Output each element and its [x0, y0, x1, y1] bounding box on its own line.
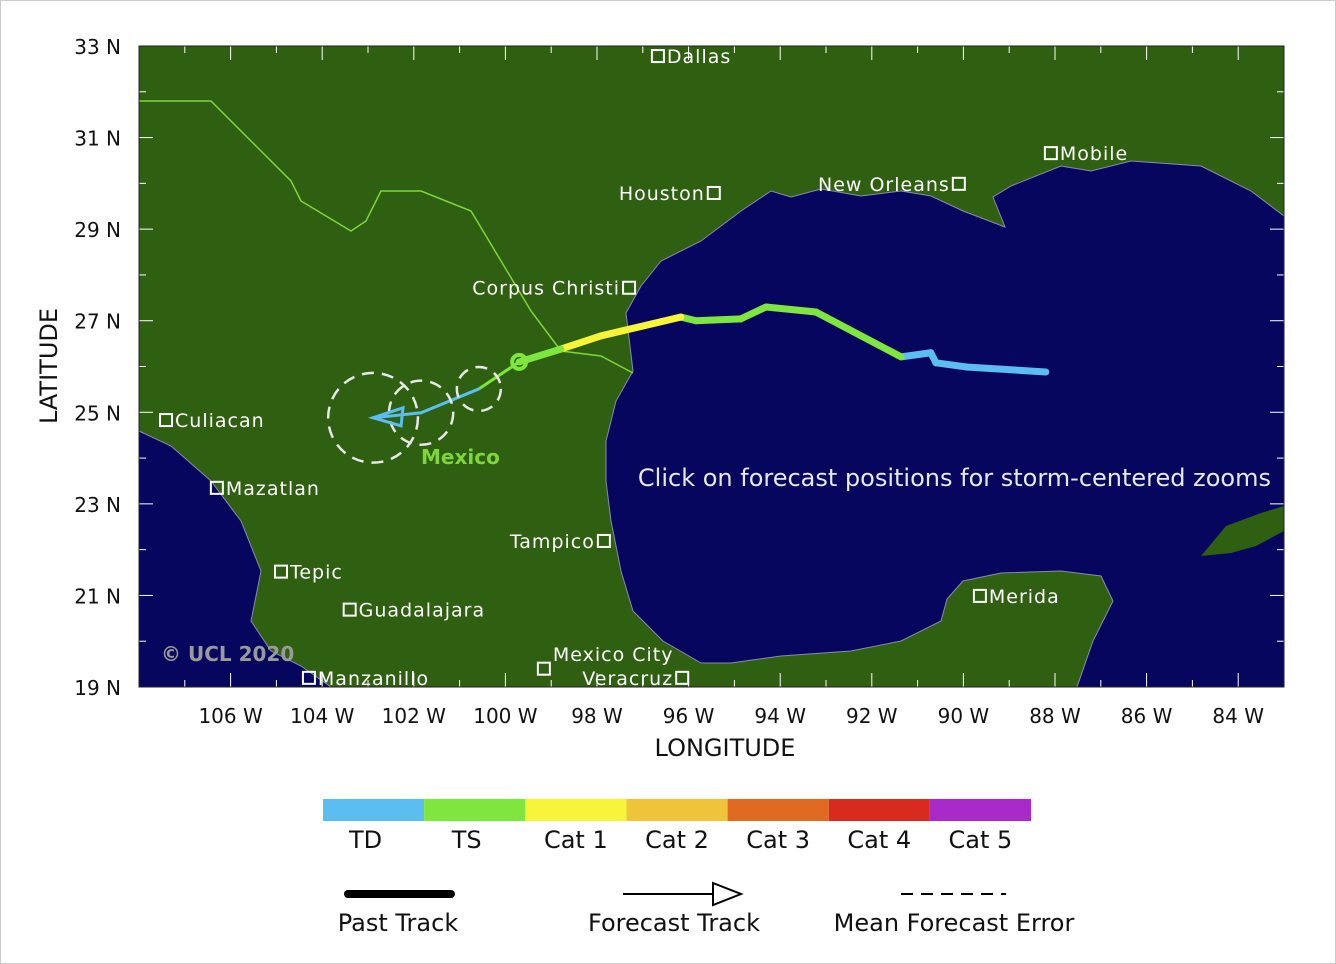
legend-swatch [424, 799, 526, 821]
lon-tick-label: 90 W [938, 704, 990, 728]
storm-track[interactable] [326, 303, 1050, 464]
legend-category-label: Cat 5 [949, 826, 1013, 854]
city-marker-icon [596, 533, 611, 548]
city-label: Manzanillo [318, 668, 429, 690]
lon-tick-label: 88 W [1029, 704, 1081, 728]
city-marker-icon [675, 670, 690, 685]
legend-category-label: TS [451, 826, 482, 854]
legend-swatch [525, 799, 627, 821]
city-marker-icon [342, 602, 357, 617]
city-label: New Orleans [818, 174, 950, 196]
city-marker-icon [301, 670, 316, 685]
lat-tick-label: 29 N [74, 218, 121, 242]
legend-category-label: Cat 3 [746, 826, 810, 854]
lat-tick-label: 19 N [74, 676, 121, 700]
mean-error-label: Mean Forecast Error [834, 909, 1075, 937]
city-marker-icon [1043, 146, 1058, 161]
legend: TD TS Cat 1 Cat 2 Cat 3 Cat 4 Cat 5 [323, 799, 1031, 854]
y-axis-label: LATITUDE [35, 308, 63, 424]
lat-tick-label: 23 N [74, 493, 121, 517]
city-label: Mexico City [553, 644, 674, 666]
past-track-segment [597, 313, 685, 340]
cuba [1201, 506, 1284, 556]
forecast-track-label: Forecast Track [588, 909, 760, 937]
country-label: Mexico [421, 445, 500, 469]
lon-tick-label: 102 W [382, 704, 447, 728]
city-label: Mazatlan [226, 478, 320, 500]
city-marker-icon [706, 185, 721, 200]
city-label: Dallas [667, 46, 731, 68]
legend-swatch [626, 799, 728, 821]
city-label: Merida [989, 586, 1060, 608]
lon-tick-label: 96 W [663, 704, 715, 728]
lat-tick-label: 25 N [74, 401, 121, 425]
city-marker-icon [209, 480, 224, 495]
lat-tick-label: 27 N [74, 310, 121, 334]
city-marker-icon [159, 413, 174, 428]
watermark: © UCL 2020 [161, 642, 294, 666]
forecast-arrow-icon [712, 881, 744, 907]
city-markers: Dallas Houston New Orleans Mobile Corpus Chr… [159, 46, 1128, 690]
instruction-text: Click on forecast positions for storm-ce… [638, 464, 1271, 492]
lon-tick-label: 106 W [198, 704, 263, 728]
city-label: Culiacan [175, 410, 265, 432]
past-track-segment [897, 349, 935, 361]
legend-swatch [929, 799, 1031, 821]
lon-tick-label: 92 W [846, 704, 898, 728]
legend-category-label: Cat 2 [645, 826, 709, 854]
past-track-label: Past Track [338, 909, 459, 937]
city-label: Mobile [1060, 143, 1128, 165]
legend-swatch [828, 799, 930, 821]
city-marker-icon [951, 176, 966, 191]
x-axis-label: LONGITUDE [655, 734, 796, 762]
lon-tick-label: 100 W [473, 704, 538, 728]
lon-tick-label: 104 W [290, 704, 355, 728]
past-track-segment [557, 332, 605, 353]
city-label: Corpus Christi [472, 278, 620, 300]
city-label: Tampico [509, 531, 595, 553]
forecast-track-segment [371, 411, 423, 420]
past-track-segment [737, 303, 770, 323]
city-marker-icon [536, 661, 551, 676]
gulf-of-mexico [605, 160, 1285, 688]
forecast-error-circle[interactable] [326, 371, 420, 464]
lon-tick-label: 94 W [754, 704, 806, 728]
city-label: Guadalajara [359, 600, 485, 622]
lat-tick-label: 33 N [74, 35, 121, 59]
lon-tick-label: 98 W [571, 704, 623, 728]
us-mexico-border [139, 100, 634, 374]
city-label: Veracruz [582, 668, 673, 690]
forecast-error-circle[interactable] [455, 365, 503, 413]
legend-swatch [727, 799, 829, 821]
lon-tick-label: 86 W [1121, 704, 1173, 728]
city-marker-icon [622, 280, 637, 295]
past-track-segment [692, 315, 745, 325]
past-track-segment [762, 303, 820, 316]
city-marker-icon [650, 49, 665, 64]
legend-category-label: TD [348, 826, 382, 854]
map-border [138, 45, 1285, 688]
city-label: Tepic [289, 562, 343, 584]
past-track-segment [812, 308, 905, 361]
past-track-segment [932, 359, 970, 371]
legend-category-label: Cat 4 [847, 826, 911, 854]
city-marker-icon [972, 588, 987, 603]
legend-category-label: Cat 1 [544, 826, 608, 854]
lat-tick-label: 31 N [74, 127, 121, 151]
city-label: Houston [619, 183, 705, 205]
axis-ticks: 33 N 31 N 29 N 27 N 25 N 23 N 21 N 19 N 106 W 104… [74, 35, 1284, 728]
legend-swatch [323, 799, 425, 821]
lon-tick-label: 84 W [1212, 704, 1264, 728]
forecast-arrow-icon [367, 405, 405, 428]
current-position-icon [510, 352, 529, 371]
past-track-segment [962, 363, 1050, 376]
lat-tick-label: 21 N [74, 584, 121, 608]
city-marker-icon [273, 564, 288, 579]
